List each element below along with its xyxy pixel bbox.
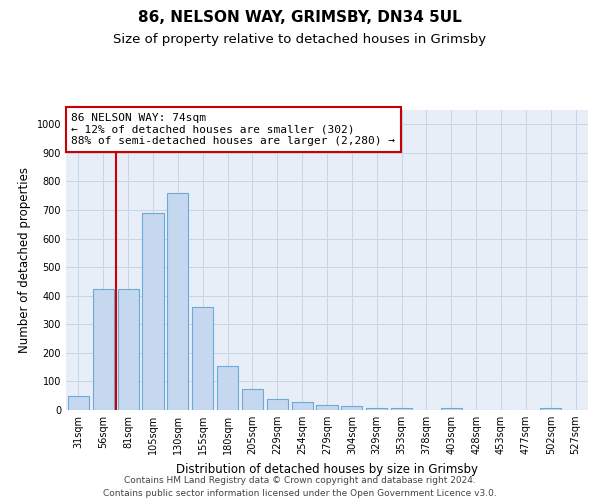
Bar	[316, 405, 338, 410]
Bar	[242, 388, 263, 410]
Bar	[441, 408, 462, 410]
Bar	[217, 366, 238, 410]
Bar	[366, 408, 387, 410]
Bar	[142, 213, 164, 410]
Y-axis label: Number of detached properties: Number of detached properties	[18, 167, 31, 353]
Bar	[93, 288, 114, 410]
Bar	[68, 396, 89, 410]
Bar	[118, 288, 139, 410]
Text: 86, NELSON WAY, GRIMSBY, DN34 5UL: 86, NELSON WAY, GRIMSBY, DN34 5UL	[138, 10, 462, 25]
Text: Size of property relative to detached houses in Grimsby: Size of property relative to detached ho…	[113, 32, 487, 46]
Text: Contains HM Land Registry data © Crown copyright and database right 2024.
Contai: Contains HM Land Registry data © Crown c…	[103, 476, 497, 498]
Bar	[292, 402, 313, 410]
X-axis label: Distribution of detached houses by size in Grimsby: Distribution of detached houses by size …	[176, 462, 478, 475]
Text: 86 NELSON WAY: 74sqm
← 12% of detached houses are smaller (302)
88% of semi-deta: 86 NELSON WAY: 74sqm ← 12% of detached h…	[71, 113, 395, 146]
Bar	[540, 408, 561, 410]
Bar	[391, 408, 412, 410]
Bar	[267, 398, 288, 410]
Bar	[167, 193, 188, 410]
Bar	[192, 307, 213, 410]
Bar	[341, 406, 362, 410]
